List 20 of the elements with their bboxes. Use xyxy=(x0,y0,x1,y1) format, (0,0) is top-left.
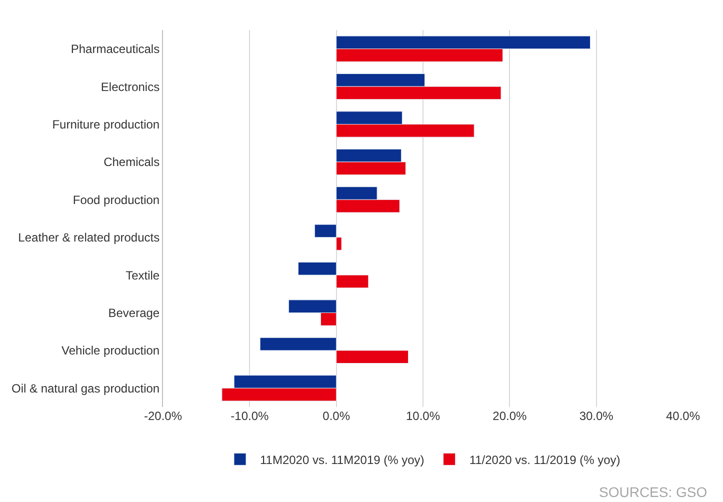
y-tick-label: Pharmaceuticals xyxy=(70,42,160,56)
x-tick-label: -10.0% xyxy=(230,409,270,423)
y-tick-label: Textile xyxy=(126,268,160,282)
x-tick-label: -20.0% xyxy=(144,409,182,423)
legend-label: 11M2020 vs. 11M2019 (% yoy) xyxy=(260,452,424,467)
y-tick-label: Chemicals xyxy=(104,155,160,170)
y-tick-label: Oil & natural gas production xyxy=(12,381,160,396)
y-tick-label: Beverage xyxy=(108,306,160,320)
x-tick-label: 40.0% xyxy=(666,409,700,423)
x-tick-label: 10.0% xyxy=(406,409,440,423)
legend-label: 11/2020 vs. 11/2019 (% yoy) xyxy=(469,452,620,467)
x-tick-label: 20.0% xyxy=(492,409,528,423)
x-tick-label: 0.0% xyxy=(322,409,350,423)
y-tick-label: Electronics xyxy=(100,80,160,94)
y-tick-label: Vehicle production xyxy=(62,344,160,358)
y-tick-label: Leather & related products xyxy=(18,230,160,245)
y-tick-label: Furniture production xyxy=(52,117,160,132)
y-tick-label: Food production xyxy=(72,192,160,207)
x-tick-label: 30.0% xyxy=(579,409,614,423)
source-note: SOURCES: GSO xyxy=(599,484,708,500)
